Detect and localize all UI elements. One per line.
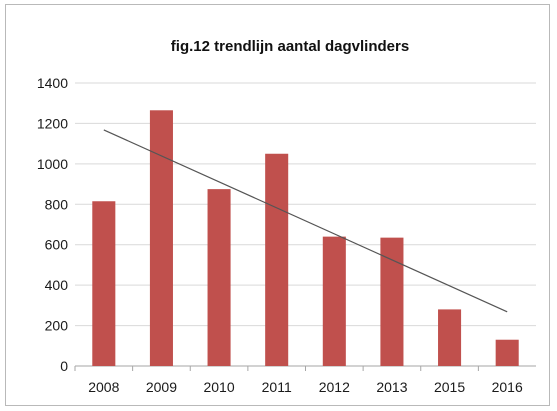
- bar-2011: [265, 153, 289, 366]
- x-tick-label: 2011: [262, 379, 292, 395]
- x-axis-labels: 2008 2009 2010 2011 2012 2013 2015 2016: [74, 366, 523, 395]
- bars: [92, 110, 519, 367]
- bar-2012: [322, 236, 346, 366]
- bar-2010: [207, 189, 231, 366]
- y-tick-label: 800: [45, 196, 69, 212]
- x-tick-label: 2016: [492, 379, 523, 395]
- x-tick-label: 2009: [146, 379, 177, 395]
- bar-2016: [495, 339, 519, 366]
- bar-2015: [438, 309, 462, 366]
- chart-title: fig.12 trendlijn aantal dagvlinders: [171, 38, 409, 55]
- y-tick-label: 400: [45, 277, 69, 293]
- y-tick-label: 600: [45, 237, 69, 253]
- x-tick-label: 2012: [319, 379, 350, 395]
- x-tick-label: 2010: [203, 379, 234, 395]
- y-tick-label: 1000: [37, 156, 68, 172]
- y-axis-labels: 0 200 400 600 800 1000 1200 1400: [37, 75, 68, 374]
- trendline: [103, 129, 508, 313]
- bar-2009: [149, 110, 173, 367]
- y-tick-label: 0: [60, 358, 68, 374]
- y-tick-label: 200: [45, 318, 69, 334]
- y-tick-label: 1200: [37, 115, 68, 131]
- bar-2013: [380, 237, 404, 366]
- x-tick-label: 2015: [434, 379, 465, 395]
- x-tick-label: 2008: [88, 379, 119, 395]
- trendline-group: [103, 129, 508, 313]
- y-tick-label: 1400: [37, 75, 68, 91]
- gridlines: [75, 82, 536, 367]
- bar-2008: [92, 201, 116, 366]
- x-tick-label: 2013: [376, 379, 407, 395]
